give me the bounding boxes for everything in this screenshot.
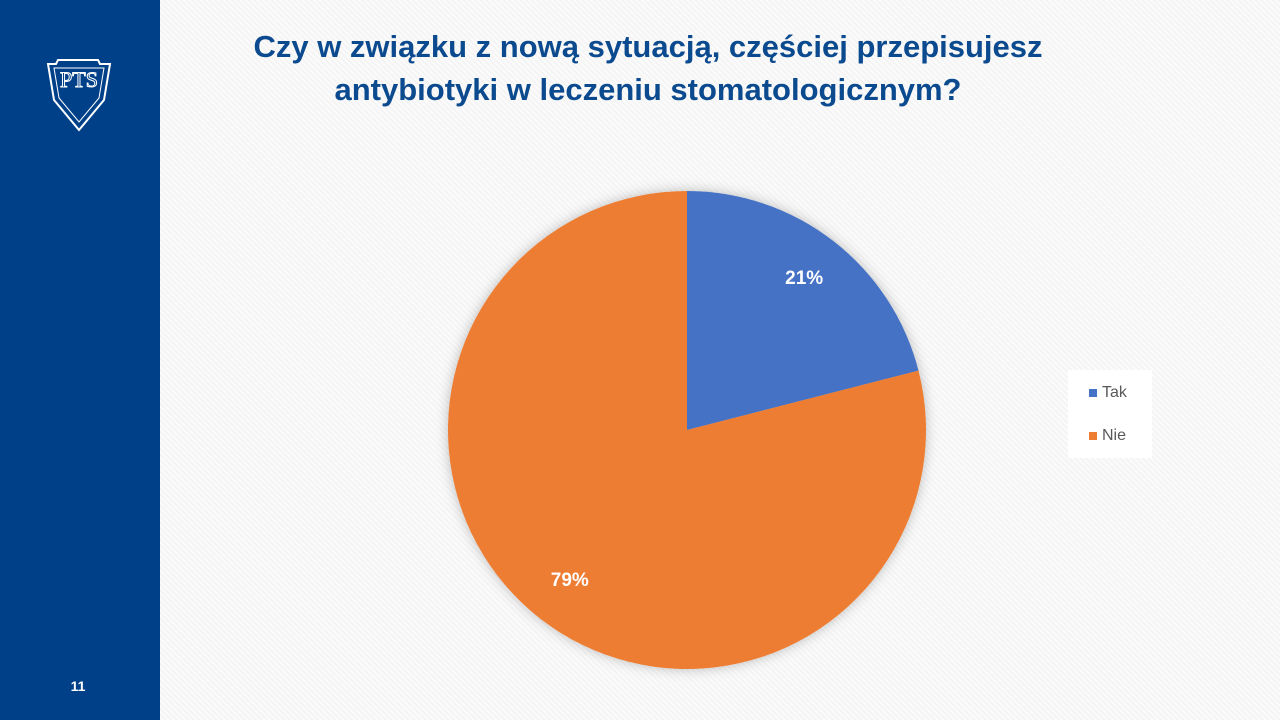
legend-swatch (1089, 389, 1097, 397)
legend-swatch (1089, 432, 1097, 440)
legend-label: Nie (1102, 427, 1126, 444)
logo: PTS (46, 59, 112, 132)
data-label: 21% (785, 268, 823, 289)
data-label: 79% (551, 570, 589, 591)
logo-text: PTS (60, 67, 98, 92)
page-number: 11 (70, 678, 86, 694)
chart-title: Czy w związku z nową sytuacją, częściej … (253, 29, 1043, 107)
pie (448, 191, 926, 669)
side-bar (0, 0, 160, 720)
legend-label: Tak (1102, 384, 1128, 401)
legend-box (1068, 370, 1152, 458)
pie-slice (687, 191, 919, 430)
pie-slice (448, 191, 926, 669)
